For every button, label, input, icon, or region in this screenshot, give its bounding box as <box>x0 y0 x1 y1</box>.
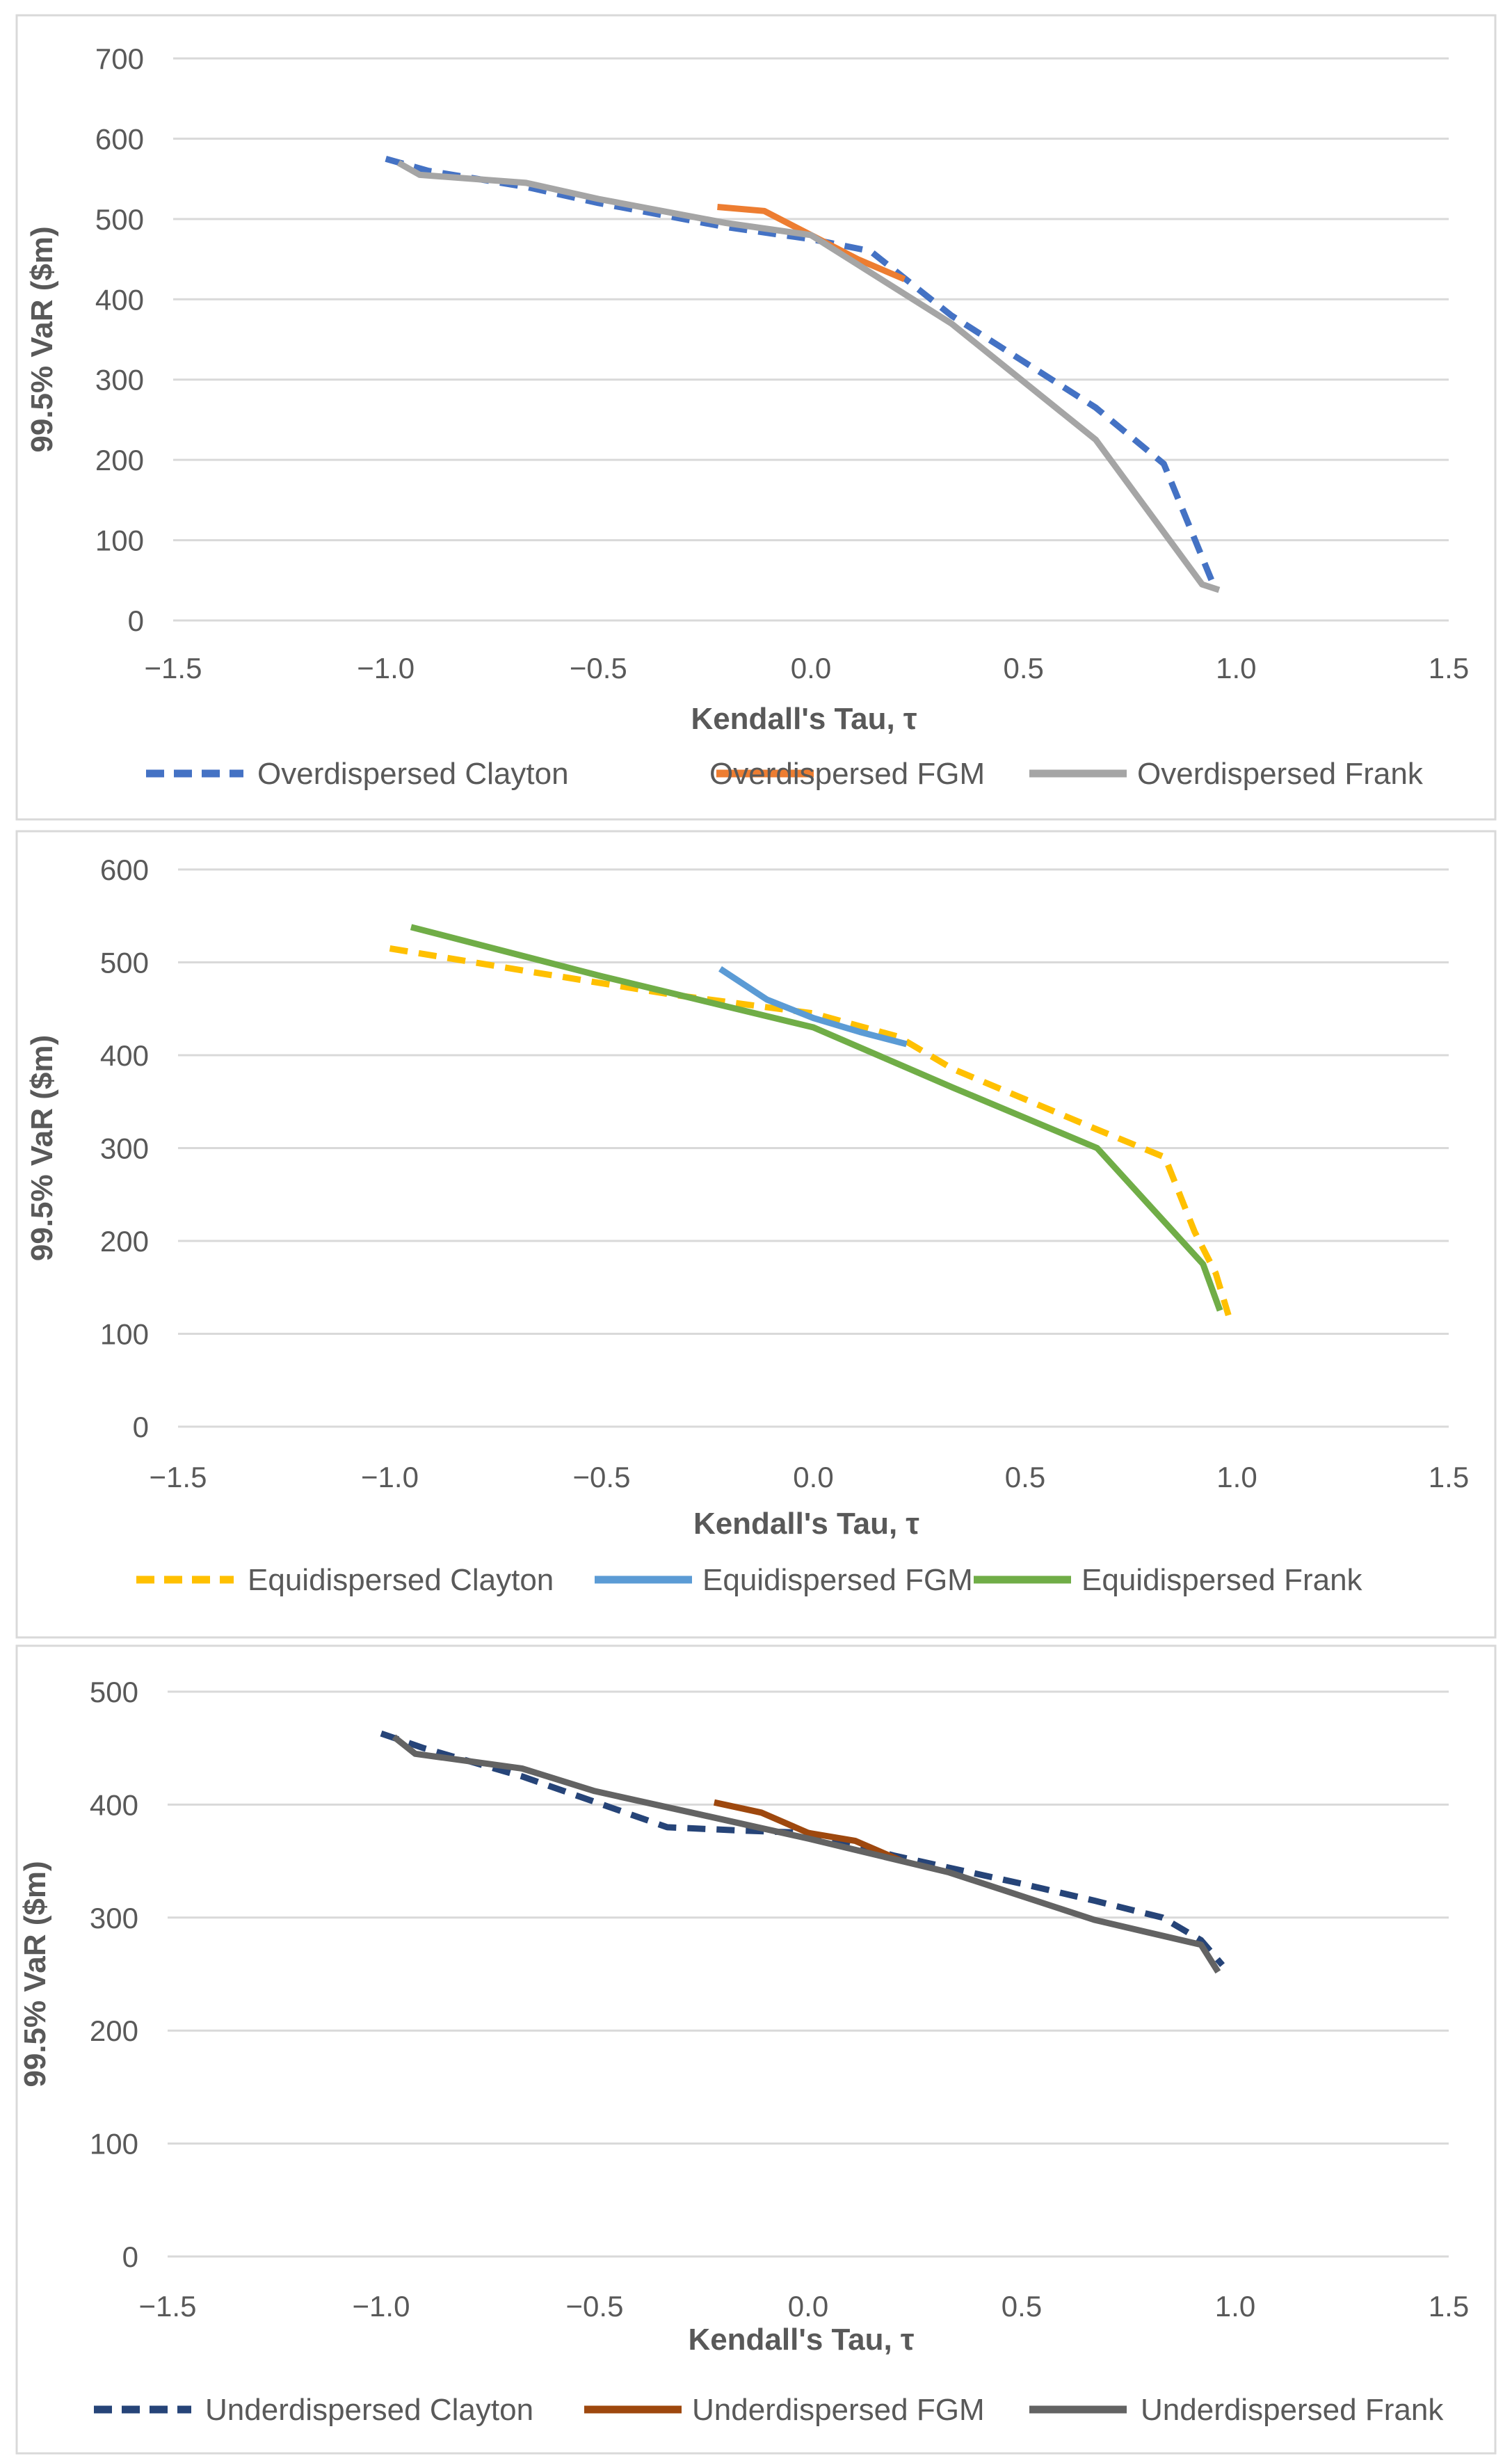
x-tick-label: 0.0 <box>793 1461 833 1493</box>
y-tick-label: 100 <box>100 1318 149 1351</box>
chart-border <box>15 1644 1497 2455</box>
x-tick-label: 0.0 <box>791 652 831 684</box>
x-tick-label: 1.0 <box>1215 2290 1255 2323</box>
legend-label: Underdispersed Clayton <box>205 2393 533 2427</box>
series-line-equidispersed-fgm <box>718 966 908 1048</box>
y-tick-label: 100 <box>95 524 144 557</box>
x-tick-label: −1.0 <box>353 2290 410 2323</box>
x-tick-label: −1.5 <box>145 652 202 684</box>
chart-border <box>15 830 1497 1639</box>
legend-label: Equidispersed Clayton <box>248 1563 554 1597</box>
legend-label: Equidispersed Frank <box>1081 1563 1363 1597</box>
y-tick-label: 200 <box>95 444 144 476</box>
y-tick-label: 600 <box>95 122 144 155</box>
x-tick-label: 0.5 <box>1003 652 1043 684</box>
x-tick-label: −0.5 <box>566 2290 624 2323</box>
x-tick-label: −1.0 <box>361 1461 419 1493</box>
legend-label: Overdispersed Frank <box>1137 757 1424 791</box>
x-axis-title: Kendall's Tau, τ <box>688 2323 914 2357</box>
x-tick-label: −0.5 <box>573 1461 631 1493</box>
chart-panel-1: 0 100 200 300 400 500 600 700 −1.5 −1.0 −0.5 0.0 0.5… <box>15 14 1497 821</box>
chart-panel-2: 0 100 200 300 400 500 600 −1.5 −1.0 −0.5 0.0 0.5 1.0… <box>15 830 1497 1639</box>
legend-label: Underdispersed FGM <box>692 2393 985 2427</box>
y-tick-label: 0 <box>133 1411 149 1443</box>
series-line-underdispersed-fgm <box>713 1799 903 1864</box>
y-axis-title: 99.5% VaR ($m) <box>25 1035 59 1261</box>
chart-border <box>15 14 1497 821</box>
x-tick-label: 1.5 <box>1429 1461 1469 1493</box>
series-line-equidispersed-frank <box>410 924 1223 1312</box>
y-tick-label: 400 <box>100 1039 149 1072</box>
series-line-underdispersed-frank <box>392 1734 1221 1974</box>
x-tick-label: 1.5 <box>1429 652 1469 684</box>
chart-panel-3: 0 100 200 300 400 500 −1.5 −1.0 −0.5 0.0 0.5 1.0 1.5… <box>15 1644 1497 2455</box>
y-tick-label: 600 <box>100 853 149 886</box>
y-tick-label: 200 <box>100 1225 149 1258</box>
x-tick-label: 0.5 <box>1002 2290 1042 2323</box>
y-tick-label: 0 <box>128 604 144 637</box>
x-tick-label: −1.0 <box>357 652 415 684</box>
y-tick-label: 300 <box>95 364 144 396</box>
series-line-overdispersed-clayton <box>385 155 1218 590</box>
y-tick-label: 500 <box>90 1676 138 1708</box>
y-tick-label: 100 <box>90 2128 138 2161</box>
series-line-underdispersed-clayton <box>380 1730 1225 1967</box>
series-line-equidispersed-clayton <box>389 945 1232 1317</box>
y-tick-label: 700 <box>95 42 144 75</box>
y-axis-title: 99.5% VaR ($m) <box>18 1861 52 2087</box>
legend-label: Underdispersed Frank <box>1141 2393 1444 2427</box>
x-tick-label: 1.5 <box>1429 2290 1469 2323</box>
y-tick-label: 0 <box>122 2240 138 2273</box>
x-tick-label: 1.0 <box>1216 652 1256 684</box>
y-tick-label: 500 <box>95 203 144 236</box>
x-axis-title: Kendall's Tau, τ <box>691 702 917 736</box>
y-tick-label: 400 <box>95 283 144 316</box>
x-tick-label: −1.5 <box>150 1461 207 1493</box>
x-tick-label: −0.5 <box>570 652 627 684</box>
y-tick-label: 300 <box>90 1902 138 1934</box>
legend-label: Overdispersed FGM <box>709 757 985 791</box>
legend-label: Equidispersed FGM <box>702 1563 973 1597</box>
legend-label: Overdispersed Clayton <box>257 757 569 791</box>
y-axis-title: 99.5% VaR ($m) <box>25 226 59 452</box>
y-tick-label: 500 <box>100 947 149 979</box>
x-axis-title: Kendall's Tau, τ <box>693 1507 919 1541</box>
x-tick-label: 0.0 <box>788 2290 828 2323</box>
y-tick-label: 400 <box>90 1788 138 1821</box>
x-tick-label: 0.5 <box>1005 1461 1045 1493</box>
x-tick-label: 1.0 <box>1216 1461 1257 1493</box>
series-line-overdispersed-frank <box>396 160 1221 593</box>
x-tick-label: −1.5 <box>139 2290 197 2323</box>
y-tick-label: 300 <box>100 1132 149 1165</box>
y-tick-label: 200 <box>90 2014 138 2047</box>
